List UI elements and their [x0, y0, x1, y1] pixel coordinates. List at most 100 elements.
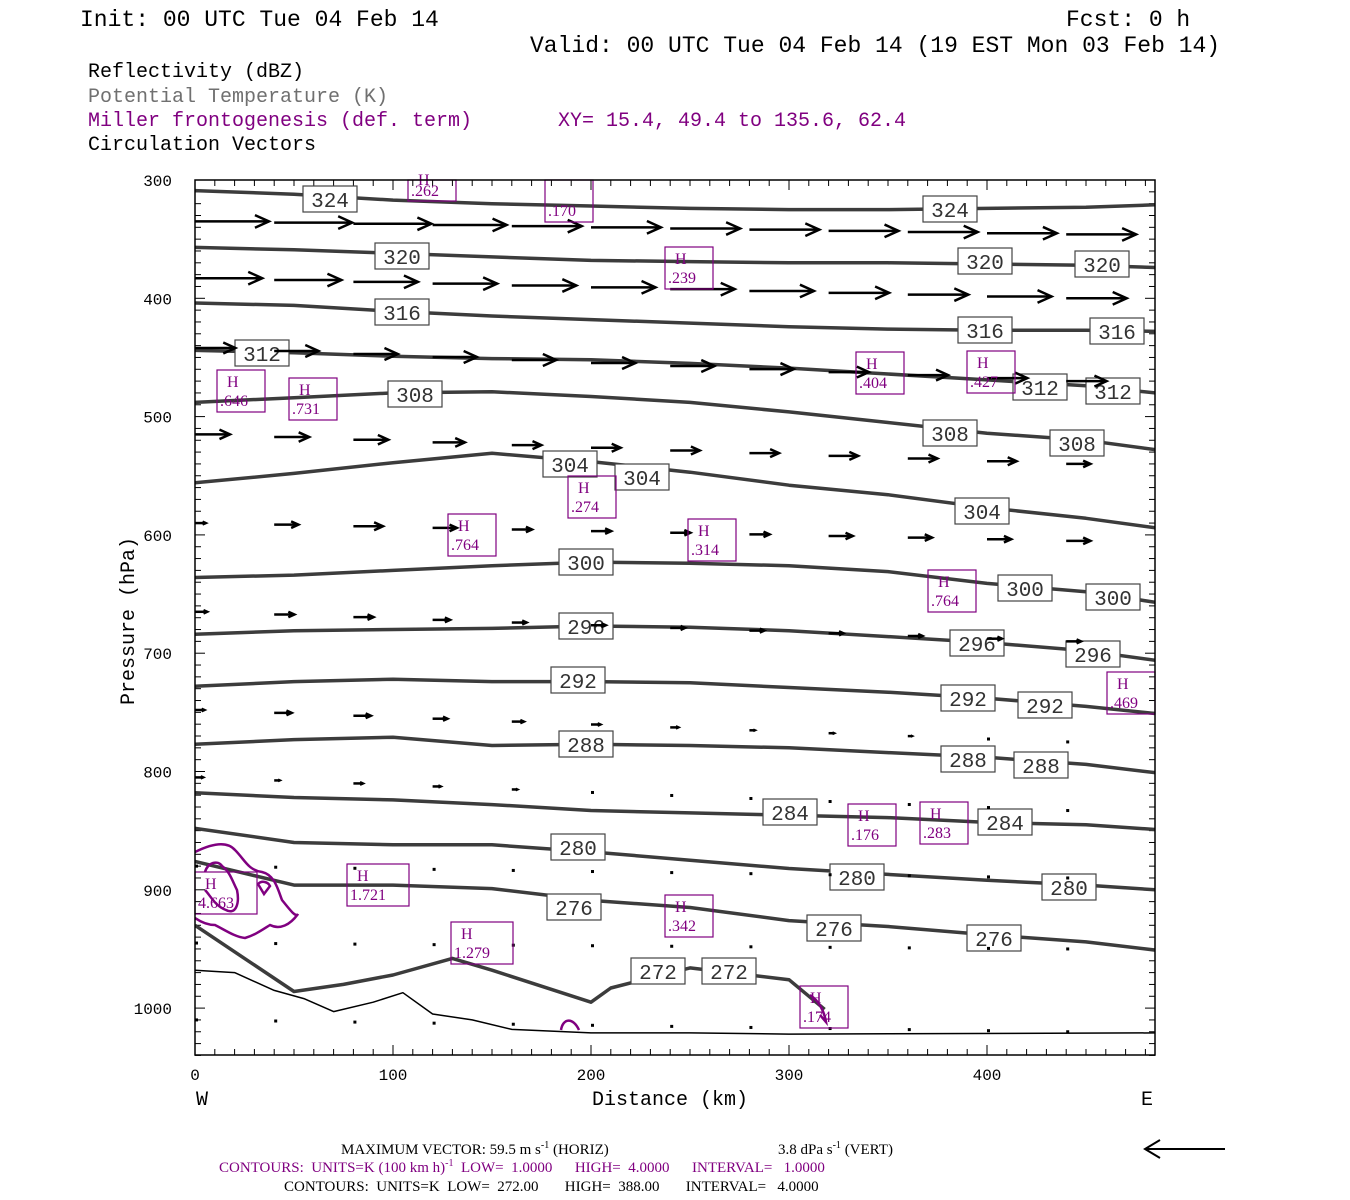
vector-head [525, 525, 536, 534]
isentrope-label-box [1017, 691, 1073, 719]
isentrope-label-text: 304 [623, 469, 661, 492]
y-tick-label: 500 [143, 410, 172, 428]
circulation-vector [274, 942, 278, 946]
isentrope-label-text: 300 [1094, 589, 1132, 612]
isentrope-label: 284 [977, 808, 1033, 837]
vector-head [1082, 536, 1094, 546]
isentrope-288 [195, 735, 1155, 775]
fronto-max-box [966, 350, 1016, 394]
fronto-max-value: .170 [548, 203, 576, 220]
isentrope-label-text: 296 [1074, 646, 1112, 669]
vector-head [935, 368, 952, 382]
vector-head [442, 715, 451, 722]
circulation-vector [511, 439, 545, 451]
fronto-max-box [919, 801, 969, 845]
vector-head [1121, 226, 1140, 242]
vector-head [763, 530, 773, 539]
circulation-vector [274, 520, 302, 530]
vector-dot [274, 1019, 278, 1023]
vector-head [492, 217, 510, 233]
circulation-vector [195, 609, 211, 615]
isentrope-label: 324 [922, 195, 978, 224]
circulation-vector [353, 433, 392, 446]
isentrope-label-text: 276 [555, 899, 593, 922]
vector-head [641, 279, 659, 295]
isentrope-label: 304 [954, 497, 1010, 526]
frontogenesis-max-marker: H .314 [687, 518, 737, 562]
circulation-vector [907, 734, 915, 738]
vector-head [561, 278, 580, 293]
frontogenesis-max-marker: H .764 [447, 513, 497, 557]
vector-dot [353, 1020, 357, 1024]
isentrope-label-text: 288 [1022, 757, 1060, 780]
frontogenesis-contour-info: CONTOURS: UNITS=K (100 km h)-1 LOW= 1.00… [219, 1158, 825, 1176]
circulation-vector [670, 358, 718, 374]
vector-dot [1066, 740, 1070, 744]
isentrope-label: 308 [1049, 429, 1105, 458]
vector-head [1076, 638, 1085, 645]
y-tick-label: 400 [143, 291, 172, 309]
x-tick-label: 300 [775, 1067, 804, 1085]
fronto-max-value: .469 [1110, 695, 1138, 712]
circulation-vector [195, 213, 272, 229]
vector-head [222, 341, 239, 355]
vector-head [201, 707, 208, 713]
isentrope-280 [195, 826, 1155, 892]
isentrope-label-box [1089, 317, 1145, 345]
circulation-vector [828, 731, 838, 736]
isentrope-label-box [922, 419, 978, 447]
vector-head [437, 784, 444, 789]
isentrope-label-box [550, 833, 606, 861]
fronto-max-box [216, 369, 266, 413]
fronto-max-value: .274 [571, 499, 599, 516]
circulation-vector [670, 725, 682, 730]
isentrope-label-text: 276 [975, 930, 1013, 953]
isentrope-label: 304 [542, 450, 598, 479]
vector-dot [670, 944, 674, 948]
vector-head [884, 223, 902, 239]
circulation-vector [1066, 740, 1070, 744]
isentrope-316 [195, 301, 1155, 334]
fronto-max-value: .404 [859, 375, 887, 392]
circulation-vector [907, 224, 981, 240]
vector-head [597, 722, 604, 727]
isentrope-label-box [829, 863, 885, 891]
circulation-vector [432, 1021, 436, 1025]
isentrope-label-text: 324 [311, 191, 349, 214]
circulation-vector [1066, 290, 1130, 306]
x-tick-label: 0 [190, 1067, 200, 1085]
circulation-vector [274, 610, 298, 619]
isentrope-label: 292 [1017, 691, 1073, 720]
vector-dot [432, 1021, 436, 1025]
fronto-max-h-label: H [698, 523, 710, 540]
fronto-max-h-label: H [858, 808, 870, 825]
isentrope-label-text: 312 [1021, 379, 1059, 402]
vector-head [519, 718, 527, 725]
vector-dot [1066, 1030, 1070, 1034]
vector-dot [987, 875, 990, 879]
circulation-vector [432, 784, 444, 789]
isentrope-label-box [940, 745, 996, 773]
fronto-max-box [687, 518, 737, 562]
circulation-vector [274, 709, 295, 717]
isentrope-label: 288 [940, 745, 996, 774]
circulation-vector [987, 806, 990, 810]
isentrope-label: 316 [957, 316, 1013, 345]
circulation-vector [670, 793, 674, 797]
circulation-vector [591, 722, 604, 727]
circulation-vector [353, 781, 366, 786]
isentrope-label-text: 320 [966, 253, 1004, 276]
isentrope-label-text: 308 [931, 425, 969, 448]
cross-section-endpoints: XY= 15.4, 49.4 to 135.6, 62.4 [558, 110, 906, 133]
vector-dot [591, 1023, 594, 1027]
frontogenesis-max-marker: H .731 [288, 377, 338, 421]
isentrope-label-text: 320 [1083, 256, 1121, 279]
vector-head [752, 728, 758, 733]
terrain-line [195, 969, 1155, 1035]
circulation-vector [195, 707, 208, 713]
vector-head [924, 533, 936, 542]
plot-frame [194, 179, 1156, 1056]
isentrope-label: 316 [1089, 317, 1145, 346]
circulation-vector [432, 276, 501, 292]
vector-head [917, 632, 926, 640]
